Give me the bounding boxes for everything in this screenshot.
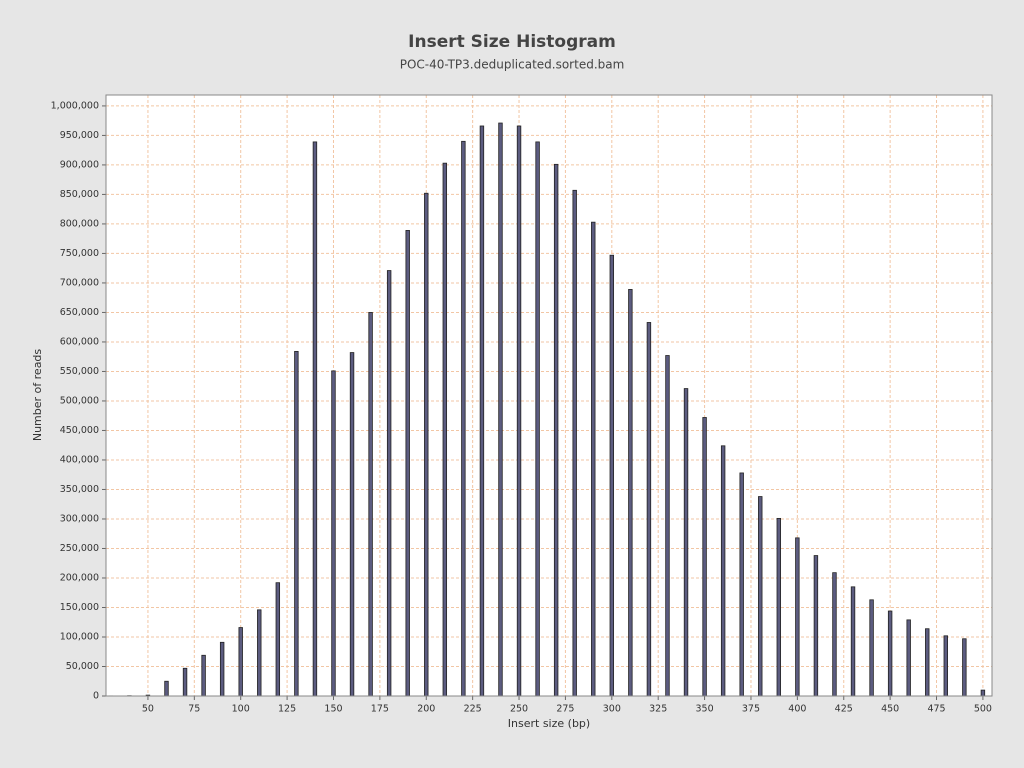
- bar: [442, 162, 448, 697]
- bar: [628, 289, 633, 697]
- bar: [349, 352, 355, 697]
- bar: [739, 472, 744, 697]
- bar: [887, 610, 893, 697]
- x-tick-label: 300: [603, 704, 621, 715]
- x-tick-label: 400: [788, 704, 806, 715]
- bar: [813, 555, 819, 697]
- plot-area: [106, 95, 992, 696]
- bar: [312, 141, 318, 697]
- y-tick-label: 100,000: [60, 631, 99, 642]
- y-tick-label: 450,000: [60, 425, 99, 436]
- bar: [368, 312, 373, 697]
- bar: [572, 189, 577, 697]
- bar: [294, 350, 299, 697]
- y-tick-label: 750,000: [60, 248, 99, 259]
- y-tick-label: 350,000: [60, 484, 99, 495]
- bar: [906, 619, 911, 697]
- bar: [331, 370, 336, 697]
- x-tick-label: 275: [556, 704, 574, 715]
- x-tick-label: 450: [881, 704, 899, 715]
- bar: [720, 445, 726, 697]
- y-tick-label: 850,000: [60, 189, 99, 200]
- x-tick-label: 200: [417, 704, 435, 715]
- x-axis-label: Insert size (bp): [508, 717, 590, 730]
- y-tick-label: 550,000: [60, 366, 99, 377]
- bar: [405, 230, 410, 697]
- bar: [683, 388, 689, 697]
- x-tick-label: 150: [324, 704, 342, 715]
- x-tick-label: 425: [835, 704, 853, 715]
- x-tick-label: 350: [696, 704, 714, 715]
- y-tick-label: 300,000: [60, 513, 99, 524]
- bar: [869, 599, 874, 697]
- x-tick-label: 75: [188, 704, 200, 715]
- y-tick-label: 650,000: [60, 307, 99, 318]
- bar: [665, 355, 670, 697]
- x-tick-label: 250: [510, 704, 528, 715]
- y-tick-label: 800,000: [60, 218, 99, 229]
- x-tick-label: 175: [371, 704, 389, 715]
- bar: [795, 537, 800, 697]
- bar: [925, 628, 930, 697]
- bar: [962, 638, 967, 697]
- bar: [479, 125, 485, 697]
- y-tick-label: 500,000: [60, 395, 99, 406]
- bar: [758, 496, 763, 697]
- y-tick-label: 400,000: [60, 454, 99, 465]
- x-tick-label: 500: [974, 704, 992, 715]
- bar: [646, 322, 652, 697]
- chart-title: Insert Size Histogram: [408, 32, 616, 52]
- x-tick-label: 125: [278, 704, 296, 715]
- bar: [591, 221, 596, 697]
- bar: [238, 627, 243, 697]
- bar: [424, 192, 429, 697]
- bar: [609, 254, 615, 697]
- bar: [498, 122, 503, 697]
- y-tick-label: 900,000: [60, 159, 99, 170]
- bar: [776, 517, 782, 697]
- bar: [980, 689, 986, 697]
- y-tick-label: 50,000: [66, 661, 99, 672]
- y-tick-label: 150,000: [60, 602, 99, 613]
- x-tick-label: 325: [649, 704, 667, 715]
- y-tick-label: 600,000: [60, 336, 99, 347]
- bar: [275, 582, 281, 697]
- y-axis-label: Number of reads: [31, 349, 44, 442]
- y-tick-label: 0: [93, 691, 99, 702]
- y-tick-label: 950,000: [60, 130, 99, 141]
- bar: [832, 572, 837, 697]
- bar: [553, 163, 559, 697]
- y-tick-label: 200,000: [60, 572, 99, 583]
- y-tick-label: 700,000: [60, 277, 99, 288]
- bar: [257, 609, 262, 697]
- bar: [182, 667, 188, 697]
- bar: [850, 586, 856, 697]
- bar: [943, 635, 948, 697]
- x-tick-label: 50: [142, 704, 154, 715]
- x-tick-label: 375: [742, 704, 760, 715]
- bar: [461, 140, 466, 697]
- bar: [535, 141, 540, 697]
- bar: [219, 641, 225, 697]
- y-tick-label: 250,000: [60, 543, 99, 554]
- x-tick-label: 475: [927, 704, 945, 715]
- bar: [516, 125, 522, 697]
- chart-subtitle: POC-40-TP3.deduplicated.sorted.bam: [400, 58, 625, 72]
- bar: [386, 270, 392, 697]
- x-tick-label: 225: [464, 704, 482, 715]
- y-tick-label: 1,000,000: [51, 100, 99, 111]
- bar: [702, 417, 707, 697]
- bar: [201, 654, 206, 697]
- plot-border: [105, 94, 993, 697]
- bar: [164, 680, 169, 697]
- x-tick-label: 100: [232, 704, 250, 715]
